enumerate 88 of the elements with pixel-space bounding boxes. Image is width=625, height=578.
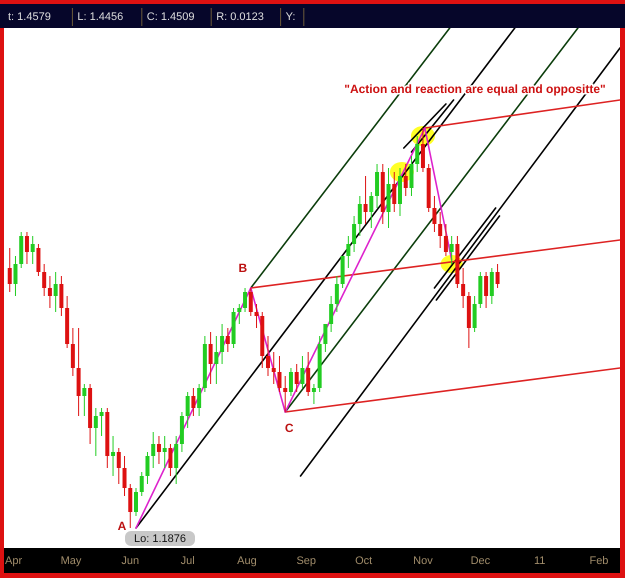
- candlestick: [272, 352, 276, 384]
- candlestick: [358, 196, 362, 236]
- candlestick: [140, 472, 144, 496]
- annotation: C: [284, 421, 294, 435]
- candlestick: [48, 276, 52, 308]
- x-tick-label: Sep: [296, 555, 316, 567]
- candlestick: [248, 288, 253, 316]
- candlestick: [13, 256, 18, 296]
- candlestick: [404, 164, 408, 196]
- candlestick: [145, 452, 150, 484]
- x-tick-label: Nov: [413, 555, 434, 567]
- candlestick: [208, 332, 213, 384]
- candlestick: [346, 236, 350, 268]
- annotation: A: [118, 519, 127, 533]
- candlestick: [214, 336, 218, 384]
- candlestick: [294, 364, 299, 392]
- x-tick-label: Jul: [180, 555, 195, 567]
- candlestick: [36, 244, 40, 276]
- candlestick: [237, 304, 242, 324]
- candlestick: [82, 384, 86, 416]
- candlestick: [369, 192, 374, 228]
- candlestick: [472, 296, 477, 332]
- candlestick: [116, 448, 121, 484]
- candlestick: [174, 436, 178, 484]
- candlestick: [42, 264, 46, 296]
- candlestick: [266, 336, 270, 376]
- candlestick: [409, 156, 414, 196]
- candlestick: [24, 232, 29, 264]
- x-tick-label: Jun: [121, 555, 140, 567]
- candlestick: [197, 384, 202, 416]
- candlestick: [8, 248, 12, 292]
- x-tick-label: May: [60, 555, 82, 567]
- candlestick: [243, 288, 248, 312]
- text: C: 1.4509: [146, 11, 195, 23]
- x-tick-label: Aug: [237, 555, 257, 567]
- candlestick: [30, 236, 35, 264]
- candlestick: [254, 304, 259, 328]
- candlestick: [111, 436, 116, 476]
- candlestick: [306, 352, 310, 396]
- candlestick: [220, 324, 224, 364]
- candlestick: [444, 224, 448, 256]
- candlestick: [191, 388, 196, 416]
- candlestick: [100, 408, 104, 436]
- candlestick: [392, 172, 396, 212]
- x-tick-label: Apr: [5, 555, 22, 567]
- candlestick: [438, 212, 442, 248]
- x-tick-label: Oct: [355, 555, 372, 567]
- x-tick-label: Feb: [589, 555, 608, 567]
- candlestick: [168, 444, 172, 476]
- candlestick: [420, 128, 425, 172]
- candlestick: [151, 432, 156, 468]
- candlestick: [461, 268, 466, 308]
- x-tick-label: 11: [534, 555, 546, 567]
- candlestick: [128, 484, 132, 528]
- candlestick: [450, 236, 454, 264]
- text: Y:: [286, 11, 296, 23]
- text: t: 1.4579: [8, 11, 51, 23]
- candlestick: [122, 456, 127, 496]
- candlestick: [156, 436, 161, 464]
- candlestick: [415, 136, 420, 172]
- candlestick: [312, 384, 316, 404]
- candlestick: [226, 328, 230, 352]
- candlestick: [59, 276, 64, 316]
- candlestick: [277, 356, 282, 392]
- candlestick: [186, 392, 190, 428]
- text: R: 0.0123: [216, 11, 264, 23]
- candlestick: [323, 324, 328, 352]
- candlestick: [94, 408, 98, 456]
- annotation: B: [238, 261, 248, 275]
- candlestick: [496, 264, 500, 288]
- candlestick: [484, 272, 488, 308]
- candlestick: [334, 276, 339, 312]
- candlestick: [134, 488, 138, 516]
- candlestick: [300, 356, 304, 388]
- candlestick: [432, 196, 436, 232]
- candlestick: [54, 272, 58, 312]
- annotation: Lo: 1.1876: [134, 533, 186, 545]
- candlestick: [490, 268, 494, 304]
- candlestick: [288, 368, 293, 396]
- candlestick: [329, 296, 334, 332]
- candlestick: [283, 376, 288, 412]
- candlestick: [352, 216, 356, 252]
- candlestick: [364, 176, 368, 224]
- candlestick: [375, 164, 380, 208]
- candlestick: [162, 436, 167, 468]
- text: L: 1.4456: [77, 11, 124, 23]
- x-tick-label: Dec: [470, 555, 491, 567]
- candlestick: [70, 328, 75, 376]
